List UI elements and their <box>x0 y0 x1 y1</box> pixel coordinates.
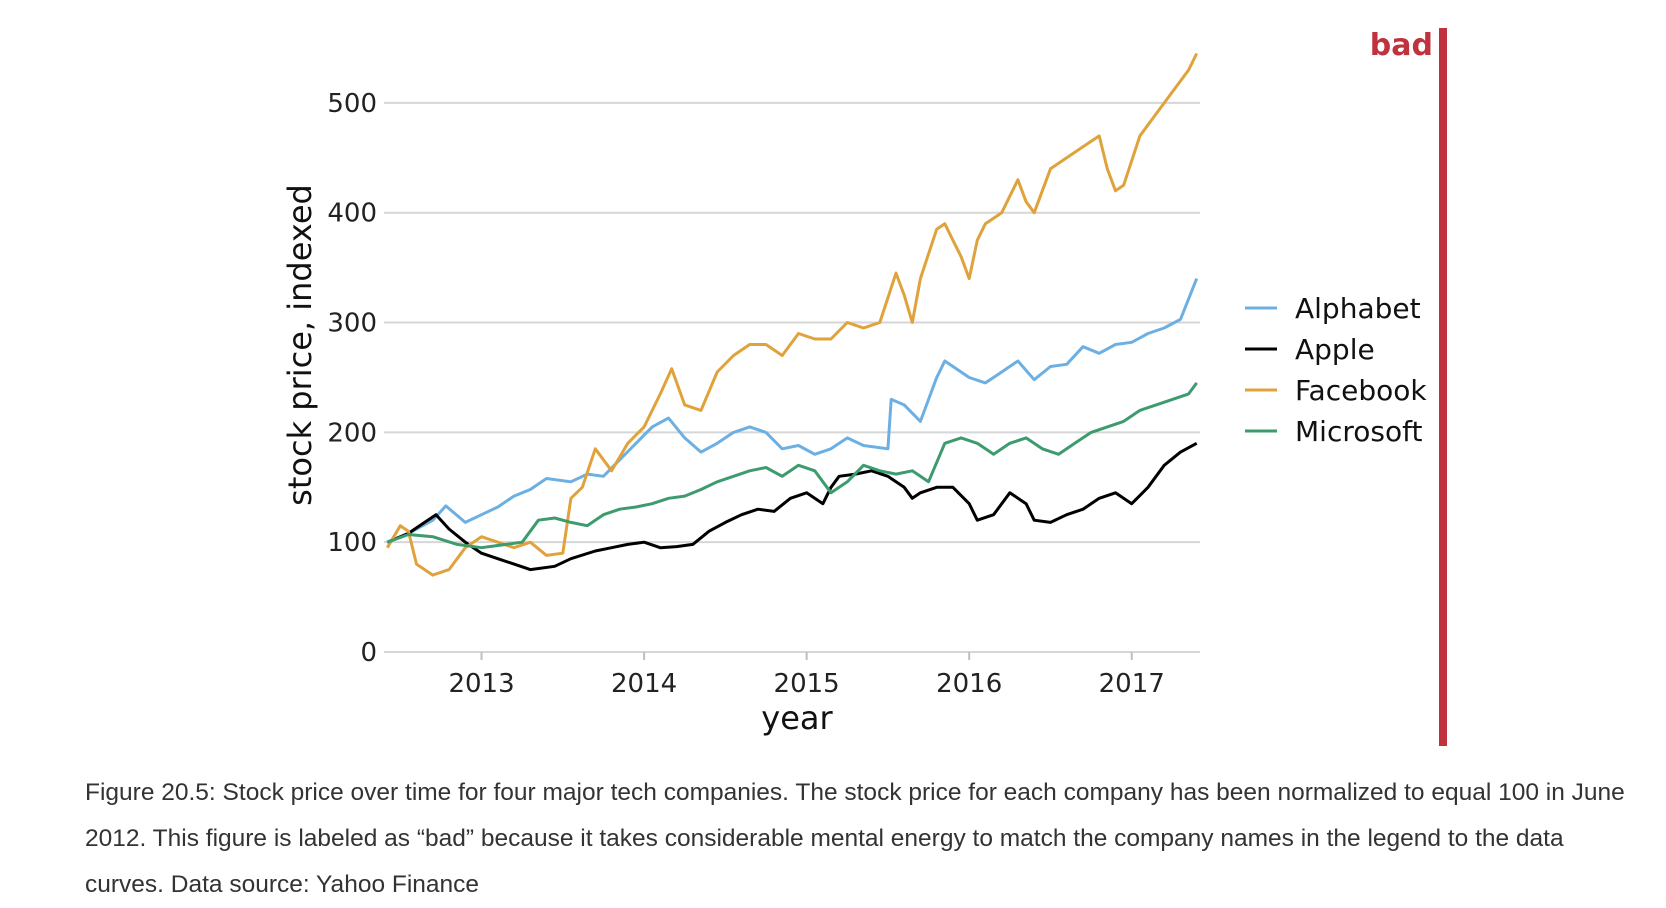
y-tick-label: 100 <box>327 528 377 558</box>
figure: 0 100 200 300 400 500 2013 2014 2015 2016 2017 st… <box>85 28 1625 898</box>
series-line-apple <box>386 441 1198 572</box>
legend-label: Microsoft <box>1295 415 1422 448</box>
legend-item-facebook: Facebook <box>1245 374 1427 407</box>
stock-price-chart: 0 100 200 300 400 500 2013 2014 2015 2016 2017 st… <box>281 28 1447 746</box>
series-line-alphabet <box>386 278 1199 544</box>
y-tick-label: 0 <box>360 638 377 668</box>
y-tick-label: 400 <box>327 199 377 229</box>
y-tick-label: 200 <box>327 418 377 448</box>
x-tick-label: 2013 <box>448 669 514 699</box>
legend-label: Alphabet <box>1295 292 1421 325</box>
legend-item-alphabet: Alphabet <box>1245 292 1421 325</box>
legend-item-microsoft: Microsoft <box>1245 415 1422 448</box>
series-line-facebook <box>386 52 1199 577</box>
x-axis-ticks: 2013 2014 2015 2016 2017 <box>448 652 1165 699</box>
series-lines <box>386 52 1199 577</box>
legend-label: Apple <box>1295 333 1375 366</box>
bad-bar <box>1439 28 1447 746</box>
x-axis-title: year <box>761 699 833 737</box>
legend-label: Facebook <box>1295 374 1427 407</box>
bad-label: bad <box>1370 28 1433 63</box>
x-tick-label: 2016 <box>936 669 1002 699</box>
x-tick-label: 2017 <box>1099 669 1165 699</box>
x-tick-label: 2015 <box>774 669 840 699</box>
y-tick-label: 500 <box>327 89 377 119</box>
y-axis-ticks: 0 100 200 300 400 500 <box>327 89 377 668</box>
y-tick-label: 300 <box>327 309 377 339</box>
y-axis-title: stock price, indexed <box>281 184 319 506</box>
series-line-microsoft <box>386 382 1198 550</box>
figure-caption: Figure 20.5: Stock price over time for f… <box>85 779 1625 898</box>
legend-item-apple: Apple <box>1245 333 1375 366</box>
legend: Alphabet Apple Facebook Microsoft <box>1245 292 1427 448</box>
x-tick-label: 2014 <box>611 669 677 699</box>
gridlines <box>384 101 1200 653</box>
